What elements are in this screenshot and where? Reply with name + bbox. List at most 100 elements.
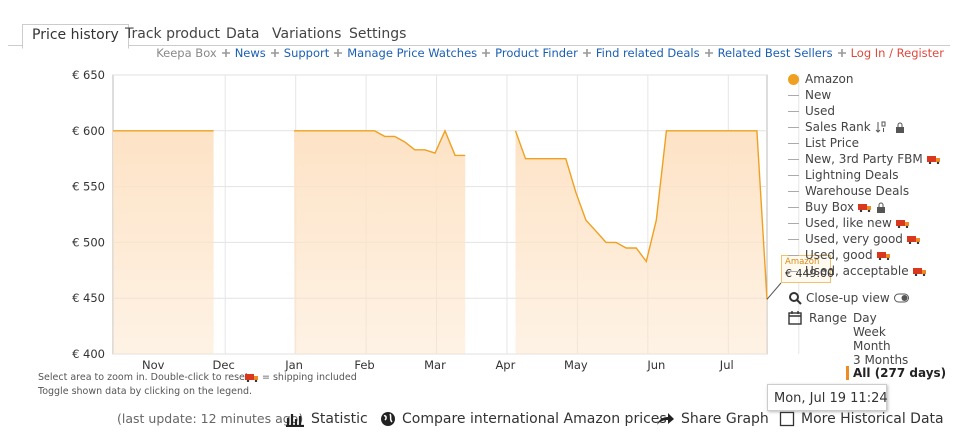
truck-icon — [906, 235, 920, 244]
x-tick-label: Jun — [646, 358, 665, 372]
range-option[interactable]: Month — [853, 339, 891, 353]
link[interactable]: Product Finder — [495, 46, 578, 60]
x-tick-label: May — [564, 358, 588, 372]
footer-button[interactable]: Statistic — [285, 411, 368, 427]
range-label: Range — [788, 310, 847, 326]
tooltip-date: Mon, Jul 19 11:24 — [774, 391, 888, 406]
legend-item[interactable]: New, 3rd Party FBM — [788, 151, 941, 167]
tab[interactable]: Variations — [272, 26, 342, 42]
separator — [334, 49, 343, 57]
range-option[interactable]: Week — [853, 325, 886, 339]
legend-item[interactable]: Used, good — [788, 247, 891, 263]
tab[interactable]: Track product — [125, 26, 220, 42]
lock-icon — [877, 202, 886, 213]
tooltip-value: € 449.00 — [785, 267, 834, 280]
truck-icon — [926, 155, 940, 164]
footer-label: Compare international Amazon prices — [402, 411, 667, 427]
range-text: Range — [809, 311, 848, 325]
separator — [221, 49, 230, 57]
range-option[interactable]: 3 Months — [853, 353, 909, 367]
search-icon — [789, 292, 802, 305]
close-up-label: Close-up view — [806, 291, 890, 305]
truck-icon — [895, 219, 909, 228]
legend-item[interactable]: Lightning Deals — [788, 167, 899, 183]
legend-item[interactable]: Buy Box — [788, 199, 886, 215]
link[interactable]: Manage Price Watches — [347, 46, 478, 60]
x-tick-label: Jul — [719, 358, 734, 372]
toggle-icon — [893, 293, 909, 303]
close-up-toggle[interactable]: Close-up view — [788, 290, 910, 306]
x-tick-label: Mar — [424, 358, 446, 372]
legend-label: Amazon — [805, 72, 854, 86]
range-active-bar — [846, 366, 849, 380]
footer-label: Statistic — [311, 411, 368, 427]
tab[interactable]: Price history — [22, 24, 129, 49]
tab[interactable]: Data — [226, 26, 260, 42]
x-tick-label: Feb — [354, 358, 374, 372]
legend-label: Buy Box — [805, 200, 855, 214]
link[interactable]: Find related Deals — [595, 46, 700, 60]
separator — [582, 49, 591, 57]
truck-icon — [876, 251, 890, 260]
link-bar: Keepa Box News Support Manage Price Watc… — [156, 46, 944, 60]
legend-item[interactable]: Sales Rank — [788, 119, 905, 135]
footer-button[interactable]: More Historical Data — [779, 411, 944, 427]
footer-button[interactable]: Compare international Amazon prices — [380, 411, 667, 427]
y-tick-label: € 500 — [72, 235, 105, 249]
link[interactable]: Keepa Box — [156, 46, 217, 60]
hint: Select area to zoom in. Double-click to … — [38, 372, 252, 383]
legend-item[interactable]: New — [788, 87, 831, 103]
legend-item[interactable]: Used, acceptable — [788, 263, 927, 279]
legend-label: New — [805, 88, 832, 102]
legend-item[interactable]: Warehouse Deals — [788, 183, 909, 199]
legend-item[interactable]: Used, very good — [788, 231, 921, 247]
y-tick-label: € 400 — [72, 347, 105, 361]
stats-icon — [286, 414, 304, 427]
x-tick-label: Apr — [495, 358, 515, 372]
legend-label: Used, good — [805, 248, 873, 262]
line — [113, 129, 768, 300]
y-tick-label: € 450 — [72, 291, 105, 305]
legend-item[interactable]: List Price — [788, 135, 859, 151]
sort-icon — [875, 121, 886, 133]
x-tick-label: Nov — [142, 358, 165, 372]
legend-label: Used, acceptable — [805, 264, 909, 278]
link[interactable]: Support — [283, 46, 330, 60]
y-tick-label: € 550 — [72, 180, 105, 194]
footer-button[interactable]: Share Graph — [655, 411, 769, 427]
range-option[interactable]: All (277 days) — [853, 366, 947, 380]
tab-rule — [8, 45, 950, 46]
last-update: (last update: 12 minutes ago) — [117, 411, 304, 426]
hint: Toggle shown data by clicking on the leg… — [38, 386, 253, 397]
date-tooltip: Mon, Jul 19 11:24 — [767, 384, 888, 411]
link[interactable]: Related Best Sellers — [717, 46, 833, 60]
footer-label: Share Graph — [681, 411, 769, 427]
legend-item[interactable]: Amazon — [788, 71, 854, 87]
range-option[interactable]: Day — [853, 311, 877, 325]
x-tick-label: Dec — [213, 358, 235, 372]
calendar-icon — [788, 311, 802, 325]
separator — [482, 49, 491, 57]
hint: = shipping included — [262, 372, 357, 383]
legend-label: List Price — [805, 136, 860, 150]
link[interactable]: News — [234, 46, 266, 60]
tab[interactable]: Settings — [349, 26, 407, 42]
legend-item[interactable]: Used — [788, 103, 835, 119]
x-tick-label: Jan — [284, 358, 303, 372]
legend-label: Used, like new — [805, 216, 892, 230]
legend-label: Used, very good — [805, 232, 903, 246]
legend-label: New, 3rd Party FBM — [805, 152, 923, 166]
footer-label: More Historical Data — [801, 411, 944, 427]
truck-icon — [912, 267, 926, 276]
tooltip-series: Amazon — [785, 257, 820, 267]
separator — [704, 49, 713, 57]
legend-item[interactable]: Used, like new — [788, 215, 910, 231]
area — [113, 130, 767, 354]
truck-icon — [245, 374, 258, 382]
legend-label: Used — [805, 104, 836, 118]
separator — [270, 49, 279, 57]
lock-icon — [895, 122, 904, 133]
link[interactable]: Log In / Register — [850, 46, 944, 60]
